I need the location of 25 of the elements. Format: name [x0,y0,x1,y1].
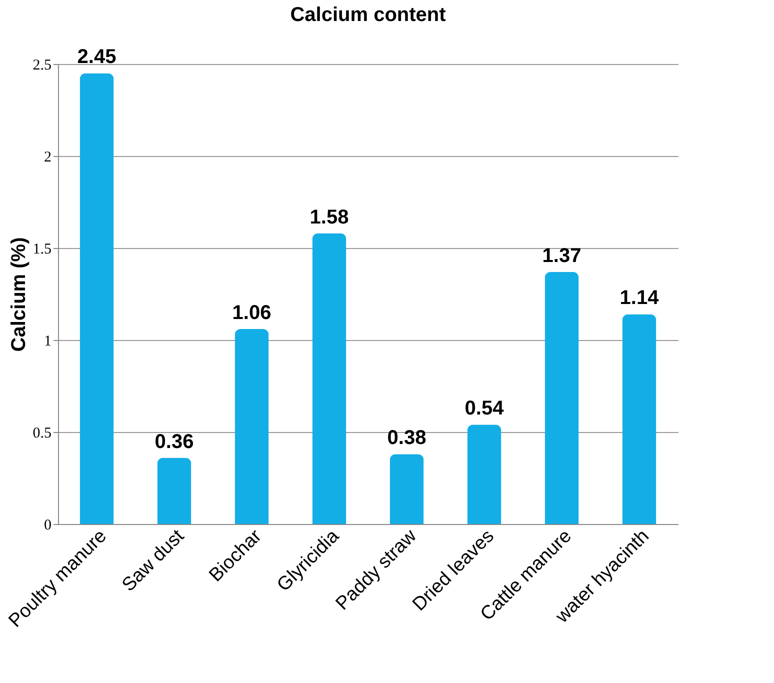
bar [157,458,192,524]
y-tick-label: 0 [44,518,52,534]
y-tick-label: 2 [44,150,52,166]
data-label: 0.36 [154,430,194,453]
bar [622,314,656,524]
data-label: 2.45 [77,46,116,68]
bar [544,272,579,524]
y-tick-label: 1 [44,334,52,350]
y-axis-title: Calcium (%) [8,237,30,352]
data-label: 1.37 [542,244,582,267]
chart-title: Calcium content [290,4,446,26]
y-tick-label: 2.5 [32,58,52,74]
bar [312,233,346,524]
data-label: 0.38 [387,427,426,450]
x-tick-label: Saw dust [118,525,189,596]
bar [234,328,269,524]
data-label: 1.58 [310,206,349,228]
bar [80,73,114,524]
y-tick-label: 1.5 [32,242,52,258]
bar [390,454,424,524]
data-label: 1.06 [232,302,272,324]
data-label: 1.14 [620,287,660,310]
y-tick-label: 0.5 [32,426,52,442]
data-label: 0.54 [464,398,505,420]
bar [467,424,502,524]
